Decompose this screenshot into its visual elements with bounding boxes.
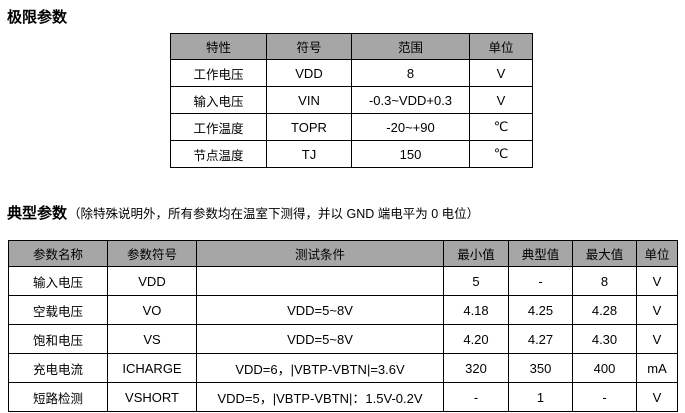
cell-characteristic: 输入电压 [170, 86, 267, 114]
cell-parameter-name: 充电电流 [8, 353, 108, 383]
column-header-range: 范围 [351, 33, 470, 60]
cell-unit: mA [636, 353, 678, 383]
table-row: 工作温度 TOPR -20~+90 ℃ [170, 113, 533, 141]
limit-parameters-table: 特性 符号 范围 单位 工作电压 VDD 8 V 输入电压 VIN -0.3~V… [170, 33, 533, 168]
cell-min-value: - [443, 382, 509, 412]
cell-range: -20~+90 [351, 113, 470, 141]
cell-unit: V [469, 59, 533, 87]
cell-range: -0.3~VDD+0.3 [351, 86, 470, 114]
cell-max-value: 400 [572, 353, 637, 383]
cell-test-condition [196, 266, 444, 296]
column-header-parameter-symbol: 参数符号 [107, 240, 197, 267]
cell-range: 8 [351, 59, 470, 87]
column-header-min-value: 最小值 [443, 240, 509, 267]
column-header-characteristic: 特性 [170, 33, 267, 60]
cell-characteristic: 工作温度 [170, 113, 267, 141]
typical-parameters-note: （除特殊说明外，所有参数均在温室下测得，并以 GND 端电平为 0 电位） [68, 207, 480, 221]
cell-unit: ℃ [469, 113, 533, 141]
cell-parameter-symbol: VDD [107, 266, 197, 296]
cell-test-condition: VDD=5~8V [196, 295, 444, 325]
cell-unit: V [469, 86, 533, 114]
cell-unit: V [636, 295, 678, 325]
cell-max-value: - [572, 382, 637, 412]
cell-typical-value: - [508, 266, 573, 296]
cell-unit: V [636, 266, 678, 296]
cell-test-condition: VDD=5，|VBTP-VBTN|：1.5V-0.2V [196, 382, 444, 412]
table-header-row: 特性 符号 范围 单位 [170, 33, 533, 60]
typical-parameters-heading: 典型参数 [7, 205, 68, 222]
cell-min-value: 4.18 [443, 295, 509, 325]
cell-symbol: VIN [266, 86, 352, 114]
table-row: 输入电压 VIN -0.3~VDD+0.3 V [170, 86, 533, 114]
table-row: 饱和电压 VS VDD=5~8V 4.20 4.27 4.30 V [8, 324, 678, 354]
table-row: 充电电流 ICHARGE VDD=6，|VBTP-VBTN|=3.6V 320 … [8, 353, 678, 383]
cell-unit: V [636, 382, 678, 412]
column-header-unit: 单位 [469, 33, 533, 60]
limit-parameters-heading: 极限参数 [7, 9, 68, 26]
cell-typical-value: 4.27 [508, 324, 573, 354]
cell-min-value: 4.20 [443, 324, 509, 354]
cell-max-value: 4.30 [572, 324, 637, 354]
cell-symbol: TJ [266, 140, 352, 168]
column-header-typical-value: 典型值 [508, 240, 573, 267]
cell-parameter-name: 输入电压 [8, 266, 108, 296]
cell-parameter-symbol: VSHORT [107, 382, 197, 412]
cell-typical-value: 1 [508, 382, 573, 412]
cell-test-condition: VDD=5~8V [196, 324, 444, 354]
column-header-max-value: 最大值 [572, 240, 637, 267]
cell-parameter-symbol: VS [107, 324, 197, 354]
cell-range: 150 [351, 140, 470, 168]
table-row: 工作电压 VDD 8 V [170, 59, 533, 87]
column-header-test-condition: 测试条件 [196, 240, 444, 267]
table-row: 空载电压 VO VDD=5~8V 4.18 4.25 4.28 V [8, 295, 678, 325]
cell-parameter-symbol: VO [107, 295, 197, 325]
table-row: 节点温度 TJ 150 ℃ [170, 140, 533, 168]
cell-characteristic: 节点温度 [170, 140, 267, 168]
table-header-row: 参数名称 参数符号 测试条件 最小值 典型值 最大值 单位 [8, 240, 678, 267]
cell-test-condition: VDD=6，|VBTP-VBTN|=3.6V [196, 353, 444, 383]
table-row: 短路检测 VSHORT VDD=5，|VBTP-VBTN|：1.5V-0.2V … [8, 382, 678, 412]
column-header-unit: 单位 [636, 240, 678, 267]
column-header-symbol: 符号 [266, 33, 352, 60]
cell-unit: V [636, 324, 678, 354]
cell-parameter-name: 饱和电压 [8, 324, 108, 354]
cell-min-value: 5 [443, 266, 509, 296]
table-row: 输入电压 VDD 5 - 8 V [8, 266, 678, 296]
cell-parameter-name: 空载电压 [8, 295, 108, 325]
cell-min-value: 320 [443, 353, 509, 383]
cell-unit: ℃ [469, 140, 533, 168]
cell-parameter-name: 短路检测 [8, 382, 108, 412]
cell-typical-value: 4.25 [508, 295, 573, 325]
cell-max-value: 4.28 [572, 295, 637, 325]
cell-max-value: 8 [572, 266, 637, 296]
cell-parameter-symbol: ICHARGE [107, 353, 197, 383]
cell-symbol: VDD [266, 59, 352, 87]
cell-symbol: TOPR [266, 113, 352, 141]
column-header-parameter-name: 参数名称 [8, 240, 108, 267]
cell-characteristic: 工作电压 [170, 59, 267, 87]
typical-parameters-heading-group: 典型参数 （除特殊说明外，所有参数均在温室下测得，并以 GND 端电平为 0 电… [7, 206, 479, 221]
cell-typical-value: 350 [508, 353, 573, 383]
typical-parameters-table: 参数名称 参数符号 测试条件 最小值 典型值 最大值 单位 输入电压 VDD 5… [8, 240, 678, 412]
